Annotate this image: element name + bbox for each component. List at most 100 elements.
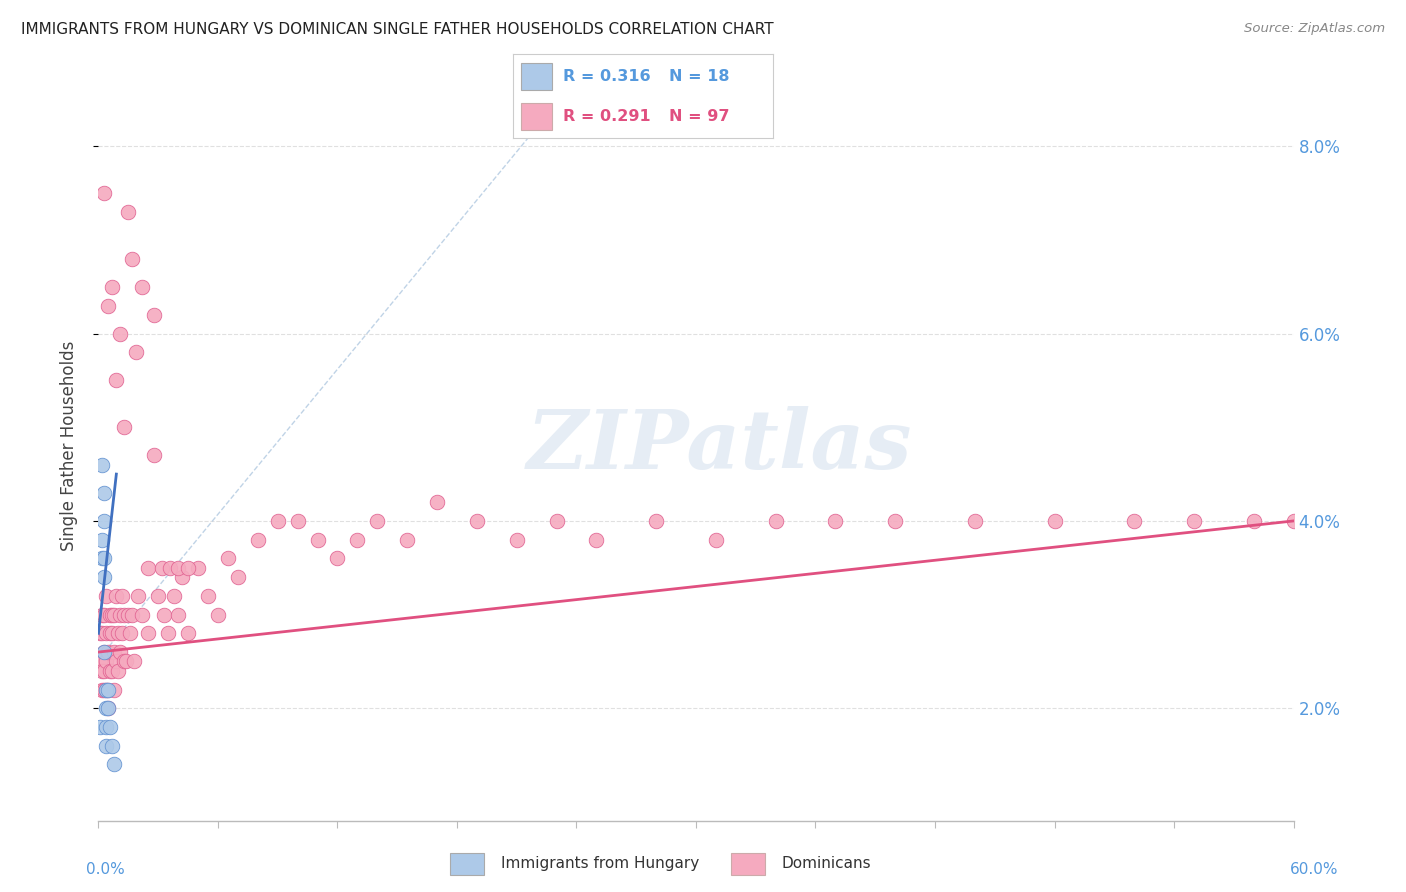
Point <box>96 655 118 669</box>
Point <box>120 626 142 640</box>
Point <box>207 607 229 622</box>
Point <box>159 560 181 574</box>
Point <box>127 589 149 603</box>
Point <box>1282 514 1305 528</box>
Bar <box>522 62 553 90</box>
Point <box>167 607 190 622</box>
Point <box>101 664 124 678</box>
Bar <box>522 103 553 130</box>
Point <box>1043 514 1066 528</box>
Point <box>110 326 132 341</box>
Point <box>105 373 128 387</box>
Point <box>93 570 115 584</box>
Point <box>101 279 124 293</box>
Point <box>98 720 122 734</box>
Text: R = 0.291: R = 0.291 <box>562 109 650 124</box>
Text: N = 97: N = 97 <box>669 109 730 124</box>
Point <box>89 720 111 734</box>
Text: Source: ZipAtlas.com: Source: ZipAtlas.com <box>1244 22 1385 36</box>
Point <box>97 298 120 313</box>
Point <box>150 560 173 574</box>
Point <box>131 279 153 293</box>
Point <box>1182 514 1205 528</box>
Point <box>103 757 125 772</box>
Point <box>91 533 114 547</box>
Point <box>143 308 166 322</box>
Point <box>107 626 129 640</box>
Point <box>89 626 111 640</box>
Point <box>121 607 143 622</box>
Point <box>97 682 120 697</box>
Point <box>98 607 122 622</box>
Point <box>96 739 118 753</box>
Point <box>112 420 135 434</box>
Point <box>93 664 115 678</box>
Point <box>91 664 114 678</box>
Point <box>111 626 134 640</box>
Point <box>98 664 122 678</box>
Y-axis label: Single Father Households: Single Father Households <box>59 341 77 551</box>
Point <box>93 645 115 659</box>
Point <box>93 607 115 622</box>
Point <box>97 701 120 715</box>
Point <box>177 560 200 574</box>
Point <box>91 682 114 697</box>
Point <box>506 533 529 547</box>
Point <box>103 682 125 697</box>
Point <box>824 514 846 528</box>
Point <box>267 514 290 528</box>
Point <box>96 626 118 640</box>
Point <box>704 533 727 547</box>
Point <box>172 570 194 584</box>
Point <box>103 645 125 659</box>
Point <box>96 682 118 697</box>
Point <box>884 514 907 528</box>
Point <box>187 560 209 574</box>
Point <box>426 495 449 509</box>
Point <box>217 551 239 566</box>
Point <box>96 682 118 697</box>
Point <box>112 607 135 622</box>
Point <box>110 607 132 622</box>
Point <box>124 655 146 669</box>
Point <box>136 626 159 640</box>
Text: ZIPatlas: ZIPatlas <box>527 406 912 486</box>
Point <box>765 514 787 528</box>
Point <box>111 589 134 603</box>
Point <box>91 458 114 472</box>
Bar <box>731 853 765 875</box>
Point <box>177 626 200 640</box>
Point <box>1123 514 1146 528</box>
Point <box>98 626 122 640</box>
Bar <box>450 853 484 875</box>
Point <box>107 664 129 678</box>
Point <box>96 589 118 603</box>
Point <box>97 682 120 697</box>
Point <box>157 626 180 640</box>
Point <box>91 551 114 566</box>
Text: Dominicans: Dominicans <box>782 855 872 871</box>
Text: R = 0.316: R = 0.316 <box>562 69 650 84</box>
Point <box>645 514 668 528</box>
Point <box>105 655 128 669</box>
Point <box>93 682 115 697</box>
Point <box>91 626 114 640</box>
Point <box>91 607 114 622</box>
Point <box>112 655 135 669</box>
Point <box>546 514 568 528</box>
Point <box>396 533 419 547</box>
Point <box>326 551 349 566</box>
Point <box>167 560 190 574</box>
Point <box>97 701 120 715</box>
Point <box>585 533 607 547</box>
Text: Immigrants from Hungary: Immigrants from Hungary <box>501 855 699 871</box>
Point <box>153 607 176 622</box>
Point <box>307 533 329 547</box>
Point <box>101 739 124 753</box>
Point <box>103 607 125 622</box>
Point <box>93 514 115 528</box>
Point <box>226 570 249 584</box>
Point <box>121 252 143 266</box>
Point <box>366 514 388 528</box>
Point <box>136 560 159 574</box>
